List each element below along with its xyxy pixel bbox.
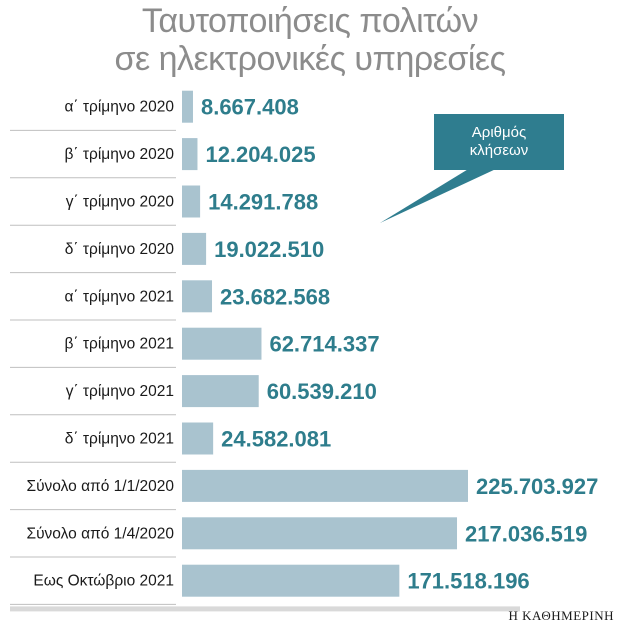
category-label: Εως Οκτώβριο 2021 xyxy=(33,573,174,590)
value-label: 14.291.788 xyxy=(208,190,318,215)
legend-label-line-2: κλήσεων xyxy=(469,142,529,159)
bar xyxy=(182,517,458,550)
value-label: 225.703.927 xyxy=(476,474,598,499)
value-label: 60.539.210 xyxy=(267,379,377,404)
category-label: Σύνολο από 1/1/2020 xyxy=(27,478,175,495)
value-label: 24.582.081 xyxy=(221,427,331,452)
bar xyxy=(182,327,262,360)
value-label: 171.518.196 xyxy=(407,569,529,594)
legend-callout: Αριθμός κλήσεων xyxy=(434,114,564,170)
bar xyxy=(182,90,193,123)
chart-title-line-1: Ταυτοποιήσεις πολιτών xyxy=(141,2,479,40)
bar xyxy=(182,185,201,218)
bar xyxy=(182,232,207,265)
value-label: 19.022.510 xyxy=(214,237,324,262)
bar xyxy=(182,138,198,171)
category-label: γ΄ τρίμηνο 2020 xyxy=(66,194,175,211)
category-label: δ΄ τρίμηνο 2021 xyxy=(65,431,174,448)
chart-title-line-2: σε ηλεκτρονικές υπηρεσίες xyxy=(114,40,506,78)
legend-label-line-1: Αριθμός xyxy=(471,124,527,141)
value-label: 217.036.519 xyxy=(465,521,587,546)
bar xyxy=(182,375,259,408)
baseline-strip xyxy=(10,606,520,612)
bar xyxy=(182,422,214,455)
source-credit: Η ΚΑΘΗΜΕΡΙΝΗ xyxy=(508,608,614,623)
bar xyxy=(182,469,468,502)
category-label: α΄ τρίμηνο 2021 xyxy=(64,288,174,305)
value-label: 62.714.337 xyxy=(269,332,379,357)
bar xyxy=(182,564,400,597)
category-label: β΄ τρίμηνο 2020 xyxy=(65,146,175,163)
category-label: δ΄ τρίμηνο 2020 xyxy=(65,241,175,258)
category-label: γ΄ τρίμηνο 2021 xyxy=(66,383,174,400)
category-label: α΄ τρίμηνο 2020 xyxy=(64,99,174,116)
value-label: 23.682.568 xyxy=(220,284,330,309)
category-label: Σύνολο από 1/4/2020 xyxy=(27,525,175,542)
bar xyxy=(182,280,213,313)
category-label: β΄ τρίμηνο 2021 xyxy=(65,336,174,353)
value-label: 8.667.408 xyxy=(201,95,299,120)
value-label: 12.204.025 xyxy=(205,142,315,167)
